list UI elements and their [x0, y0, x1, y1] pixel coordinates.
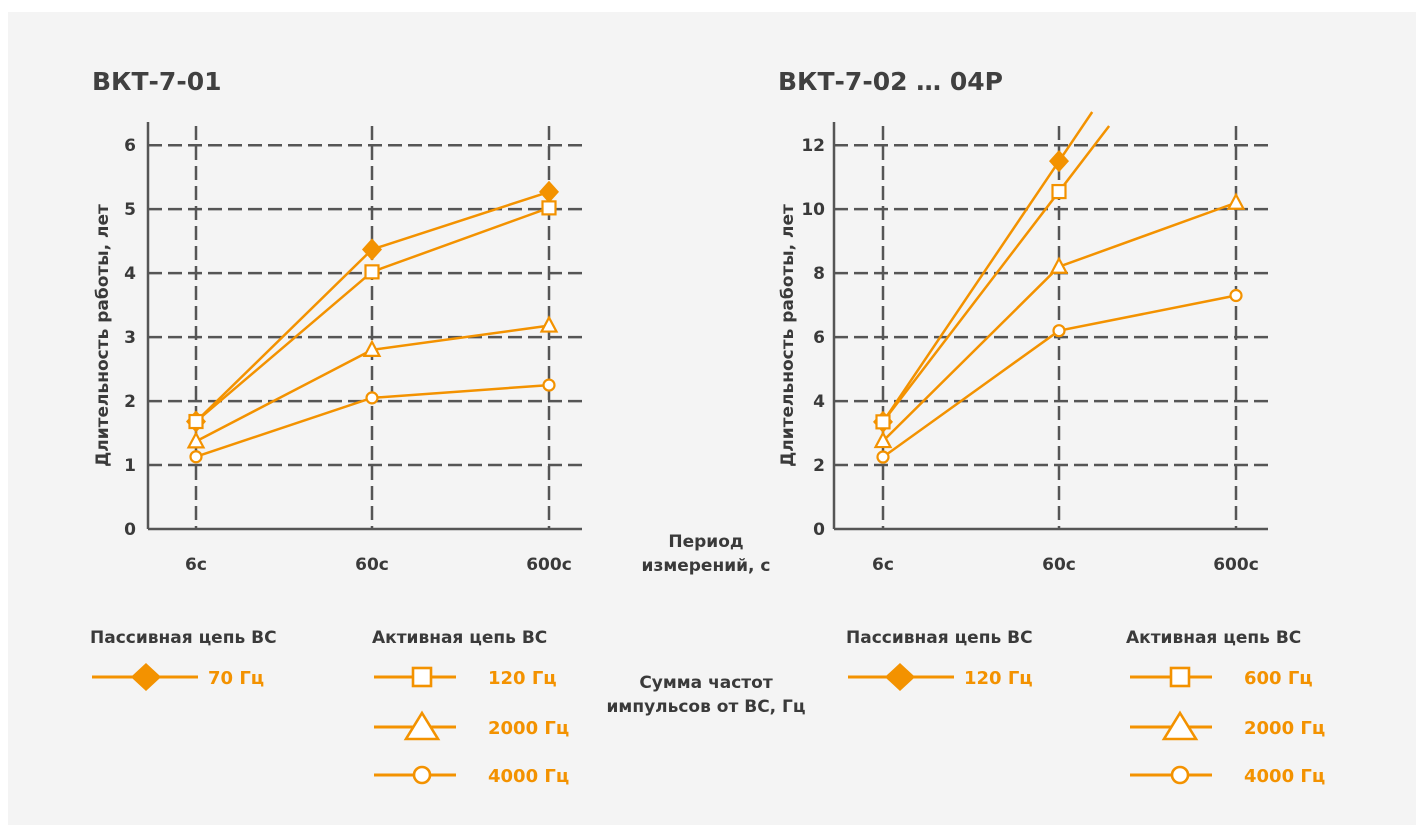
chart-1-ytick-label: 5 [124, 200, 136, 220]
chart-1-data-point [364, 264, 380, 280]
chart-1-ytick-label: 0 [124, 520, 136, 540]
chart-1-legend-marker [412, 765, 432, 785]
chart-2-ytick-label: 12 [801, 136, 825, 156]
chart-1-data-point [365, 391, 379, 405]
legend-title-line: Сумма частот [639, 673, 772, 693]
chart-2-xtick-label: 600с [1213, 555, 1259, 575]
chart-2-data-point [1229, 288, 1243, 303]
chart-1-ytick-label: 4 [124, 264, 136, 284]
chart-2-legend-label: 2000 Гц [1244, 718, 1325, 739]
chart-2-legend-label: 120 Гц [964, 668, 1033, 689]
chart-2-data-point [876, 450, 890, 464]
chart-2-legend-label: 600 Гц [1244, 668, 1313, 689]
chart-1-legend-marker [403, 710, 441, 741]
chart-2-title: ВКТ-7-02 … 04Р [778, 67, 1003, 96]
chart-1-y-axis-label: Длительность работы, лет [93, 204, 113, 467]
chart-2-legend-marker [1170, 765, 1190, 785]
chart-2-legend-group-heading: Пассивная цепь ВС [846, 628, 1033, 648]
chart-2-data-point [875, 414, 891, 430]
chart-1-legend-label: 2000 Гц [488, 718, 569, 739]
chart-1-legend-group-heading: Активная цепь ВС [372, 628, 547, 648]
x-axis-title-line: измерений, с [642, 556, 771, 576]
chart-2-legend-marker [884, 662, 916, 692]
chart-2-xtick-label: 6с [872, 555, 894, 575]
chart-1-legend-group-heading: Пассивная цепь ВС [90, 628, 277, 648]
chart-2-legend-label: 4000 Гц [1244, 766, 1325, 787]
chart-2-data-point [1052, 324, 1066, 338]
chart-2-legend-group-heading: Активная цепь ВС [1126, 628, 1301, 648]
chart-1-xtick-label: 600с [526, 555, 572, 575]
chart-2-ytick-label: 4 [813, 392, 825, 412]
chart-1-legend-label: 120 Гц [488, 668, 557, 689]
chart-1-xtick-label: 60с [355, 555, 389, 575]
chart-1-ytick-label: 1 [124, 456, 136, 476]
chart-2-ytick-label: 0 [813, 520, 825, 540]
chart-2-legend-marker [1161, 710, 1199, 741]
chart-2-ytick-label: 6 [813, 328, 825, 348]
chart-1-data-point [538, 180, 560, 204]
chart-1-ytick-label: 3 [124, 328, 136, 348]
chart-2-data-point [1051, 183, 1067, 200]
chart-2-ytick-label: 8 [813, 264, 825, 284]
chart-1-data-point [541, 200, 557, 216]
chart-2-legend-marker [1169, 666, 1191, 688]
chart-1-data-point [361, 238, 383, 261]
chart-1-ytick-label: 2 [124, 392, 136, 412]
chart-1-ytick-label: 6 [124, 136, 136, 156]
chart-1-legend-marker [411, 666, 433, 688]
chart-1-legend-marker [130, 662, 162, 692]
chart-1-data-point [362, 339, 382, 357]
chart-1-data-point [189, 450, 203, 464]
chart-1-data-point [539, 315, 559, 333]
chart-2-data-point [873, 430, 893, 449]
chart-1-legend-label: 70 Гц [208, 668, 264, 689]
chart-2-data-point [1226, 192, 1246, 210]
chart-2-data-point [1049, 256, 1069, 274]
legend-title-line: импульсов от ВС, Гц [607, 697, 806, 717]
chart-2-xtick-label: 60с [1042, 555, 1076, 575]
chart-1-title: ВКТ-7-01 [92, 67, 221, 96]
chart-2-ytick-label: 10 [801, 200, 825, 220]
chart-2-ytick-label: 2 [813, 456, 825, 476]
chart-1-xtick-label: 6с [185, 555, 207, 575]
chart-1-legend-label: 4000 Гц [488, 766, 569, 787]
chart-1-data-point [188, 413, 204, 430]
chart-2-y-axis-label: Длительность работы, лет [778, 204, 798, 467]
chart-1-data-point [186, 431, 206, 449]
x-axis-title-line: Период [668, 532, 743, 552]
chart-2-data-point [1048, 150, 1070, 173]
chart-1-data-point [542, 378, 556, 392]
